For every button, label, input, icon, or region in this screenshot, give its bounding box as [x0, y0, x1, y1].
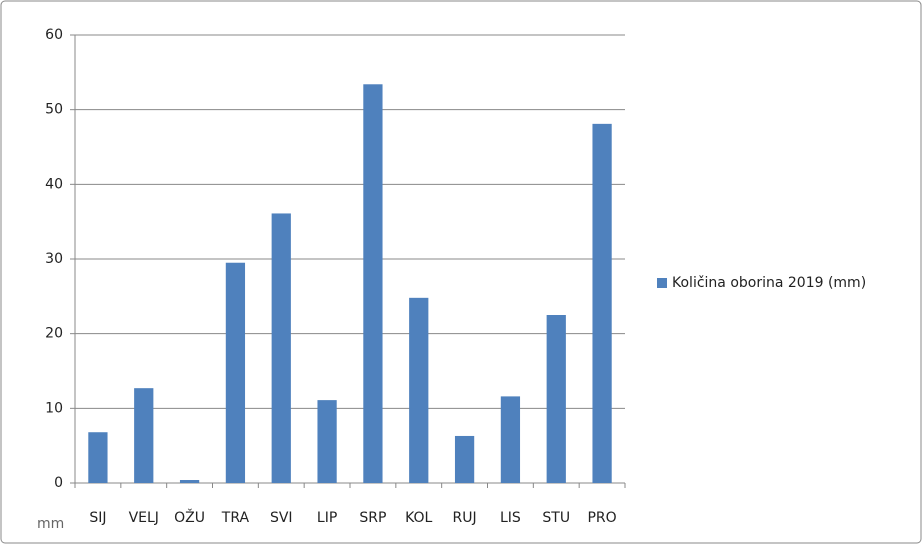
x-tick-label: LIP: [317, 510, 337, 526]
x-tick-label: PRO: [587, 510, 616, 526]
bar: [88, 432, 108, 483]
bar: [317, 400, 337, 483]
bar: [454, 435, 475, 483]
y-tick-label: 50: [45, 102, 63, 118]
y-tick-label: 60: [45, 27, 63, 43]
y-tick-label: 10: [45, 400, 63, 416]
y-axis-label: mm: [37, 516, 64, 532]
x-tick-label: SIJ: [89, 510, 106, 526]
x-tick-label: KOL: [405, 510, 432, 526]
x-tick-label: TRA: [221, 510, 250, 526]
x-tick-label: RUJ: [453, 510, 477, 526]
x-tick-label: SVI: [270, 510, 293, 526]
bar: [134, 388, 154, 483]
x-tick-label: OŽU: [174, 508, 205, 526]
bar: [592, 123, 612, 483]
bar: [179, 480, 200, 483]
x-tick-label: VELJ: [129, 510, 159, 526]
x-tick-label: LIS: [500, 510, 521, 526]
legend-swatch: [657, 278, 667, 288]
bar: [363, 84, 383, 483]
y-tick-label: 40: [45, 176, 63, 192]
legend-label: Količina oborina 2019 (mm): [672, 275, 866, 291]
x-tick-label: SRP: [359, 510, 386, 526]
x-tick-label: STU: [542, 510, 570, 526]
bar: [546, 315, 566, 483]
bar: [409, 297, 429, 483]
y-tick-label: 0: [54, 475, 63, 491]
y-tick-label: 30: [45, 251, 63, 267]
bar: [271, 213, 291, 483]
bar: [500, 396, 521, 483]
y-tick-label: 20: [45, 326, 63, 342]
bar: [225, 262, 246, 483]
